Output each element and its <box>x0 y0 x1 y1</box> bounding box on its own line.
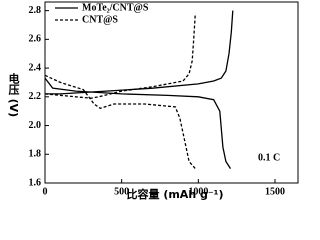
y-axis-label: 电压 (V) <box>7 71 20 117</box>
x-tick-label: 500 <box>114 186 129 197</box>
x-tick-label: 0 <box>43 186 48 197</box>
y-tick-label: 1.6 <box>29 177 42 188</box>
data-line <box>44 13 196 170</box>
y-tick-label: 1.8 <box>29 149 42 160</box>
plot-frame <box>44 1 299 184</box>
y-tick-label: 2.0 <box>29 120 42 131</box>
annotation: 0.1 C <box>258 152 280 163</box>
x-axis-label: 比容量 (mAh g⁻¹) <box>126 187 223 200</box>
legend-label: CNT@S <box>82 14 118 25</box>
chart: 电压 (V) 比容量 (mAh g⁻¹) 0.1 C 1.6 1.8 2.0 2.2 2… <box>7 1 299 201</box>
x-tick-label: 1500 <box>265 186 285 197</box>
x-tick-label: 1000 <box>188 186 208 197</box>
y-tick-label: 2.2 <box>29 91 42 102</box>
legend-label: MoTe₂/CNT@S <box>82 2 149 13</box>
y-tick-label: 2.6 <box>29 34 42 45</box>
y-tick-label: 2.8 <box>29 5 42 16</box>
y-tick-label: 2.4 <box>29 62 42 73</box>
data-line <box>44 10 234 169</box>
